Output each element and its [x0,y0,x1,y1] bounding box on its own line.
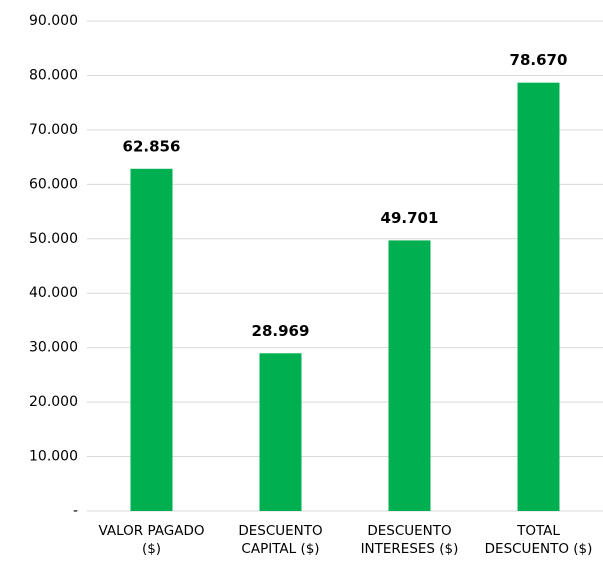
y-tick-label: 70.000 [29,122,78,138]
bar [259,353,302,511]
x-tick-label: DESCUENTO INTERESES ($) [360,523,459,557]
x-tick-label: DESCUENTO CAPITAL ($) [238,523,323,557]
x-tick-label: TOTAL DESCUENTO ($) [484,523,593,557]
bar [130,168,173,511]
value-label: 49.701 [381,209,439,227]
y-tick-label: - [73,503,78,519]
y-tick-label: 30.000 [29,340,78,356]
value-label: 62.856 [123,137,181,155]
bar [388,240,431,511]
value-label: 78.670 [510,51,568,69]
y-tick-label: 60.000 [29,176,78,192]
y-tick-label: 90.000 [29,13,78,29]
bar [517,82,560,512]
y-tick-label: 20.000 [29,394,78,410]
y-tick-label: 80.000 [29,67,78,83]
value-label: 28.969 [252,322,310,340]
x-tick-label: VALOR PAGADO ($) [98,523,205,557]
y-tick-label: 50.000 [29,231,78,247]
y-tick-label: 10.000 [29,449,78,465]
y-tick-label: 40.000 [29,285,78,301]
